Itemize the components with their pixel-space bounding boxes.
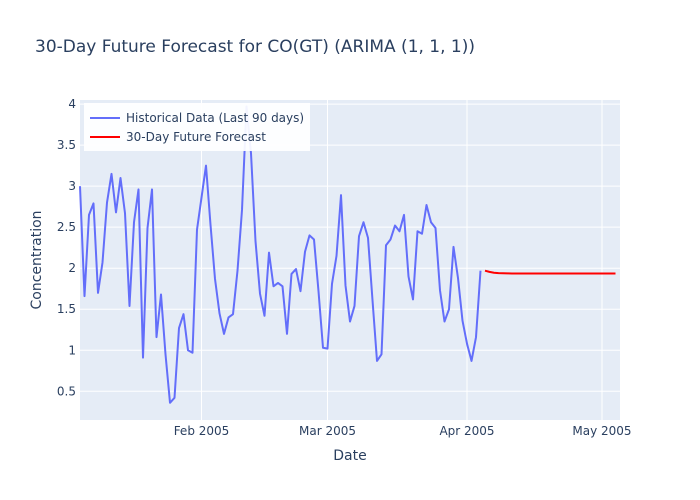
y-tick-label: 1 bbox=[68, 343, 76, 357]
plot-area bbox=[80, 100, 620, 420]
legend-label-forecast: 30-Day Future Forecast bbox=[126, 130, 266, 144]
legend: Historical Data (Last 90 days) 30-Day Fu… bbox=[84, 103, 310, 151]
y-tick-label: 4 bbox=[68, 97, 76, 111]
x-tick-label: Mar 2005 bbox=[299, 424, 356, 438]
x-tick-label: May 2005 bbox=[572, 424, 631, 438]
chart-title: 30-Day Future Forecast for CO(GT) (ARIMA… bbox=[35, 37, 475, 57]
legend-box bbox=[84, 103, 310, 151]
series-line-1 bbox=[484, 269, 616, 275]
y-tick-label: 1.5 bbox=[57, 302, 76, 316]
series-layer bbox=[79, 105, 616, 404]
x-axis-ticks: Feb 2005 Mar 2005 Apr 2005 May 2005 bbox=[174, 424, 632, 438]
y-tick-label: 2 bbox=[68, 261, 76, 275]
legend-label-historical: Historical Data (Last 90 days) bbox=[126, 111, 304, 125]
x-tick-label: Apr 2005 bbox=[439, 424, 494, 438]
x-tick-label: Feb 2005 bbox=[174, 424, 230, 438]
series-line-0 bbox=[79, 105, 482, 404]
y-tick-label: 3.5 bbox=[57, 138, 76, 152]
y-axis-ticks: 0.5 1 1.5 2 2.5 3 3.5 4 bbox=[57, 97, 76, 398]
x-axis-title: Date bbox=[333, 448, 366, 464]
y-tick-label: 3 bbox=[68, 179, 76, 193]
y-axis-title: Concentration bbox=[29, 210, 45, 309]
y-tick-label: 2.5 bbox=[57, 220, 76, 234]
y-tick-label: 0.5 bbox=[57, 384, 76, 398]
